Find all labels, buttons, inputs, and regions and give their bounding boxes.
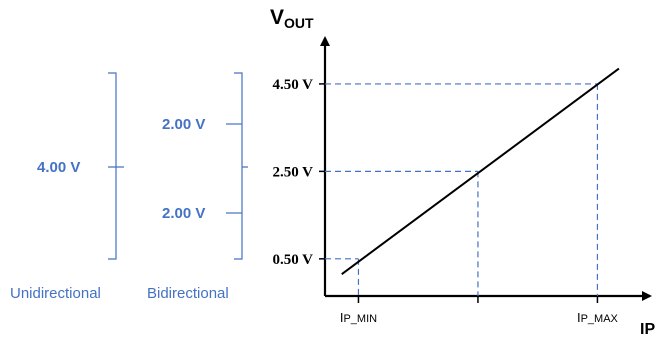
x-tick-label-2: IP_MAX	[577, 310, 619, 325]
y-axis-label-sub: OUT	[284, 15, 314, 31]
unidirectional-caption: Unidirectional	[10, 285, 101, 302]
y-tick-label-1: 2.50 V	[272, 164, 313, 180]
x-tick-label-main-2: I	[577, 310, 581, 325]
chart-axes	[320, 36, 652, 301]
chart-series	[341, 67, 620, 275]
y-axis-label: VOUT	[270, 6, 314, 31]
bidirectional-lower-value: 2.00 V	[162, 205, 205, 222]
y-tick-label-2: 4.50 V	[272, 77, 313, 93]
unidirectional-range-value: 4.00 V	[37, 159, 80, 176]
y-tick-label-0: 0.50 V	[272, 252, 313, 268]
bidirectional-caption: Bidirectional	[147, 285, 229, 302]
range-annotations: 4.00 V Unidirectional 2.00 V 2.00 V Bidi…	[10, 72, 248, 302]
axis-titles: VOUT IP	[270, 6, 655, 337]
x-tick-label-main-0: I	[340, 310, 344, 325]
bidirectional-bracket	[234, 72, 248, 260]
x-tick-label-0: IP_MIN	[340, 310, 377, 325]
chart-guides	[325, 83, 599, 296]
transfer-line-0	[341, 67, 620, 275]
y-axis-label-main: V	[270, 6, 284, 29]
x-tick-label-sub-2: P_MAX	[581, 313, 619, 325]
x-tick-labels: IP_MIN IP_MAX	[340, 296, 619, 325]
unidirectional-bracket	[108, 72, 124, 260]
x-tick-label-sub-0: P_MIN	[343, 313, 377, 325]
x-axis-label: IP	[640, 321, 655, 337]
y-tick-labels: 0.50 V 2.50 V 4.50 V	[272, 77, 325, 268]
bidirectional-upper-value: 2.00 V	[162, 116, 205, 133]
